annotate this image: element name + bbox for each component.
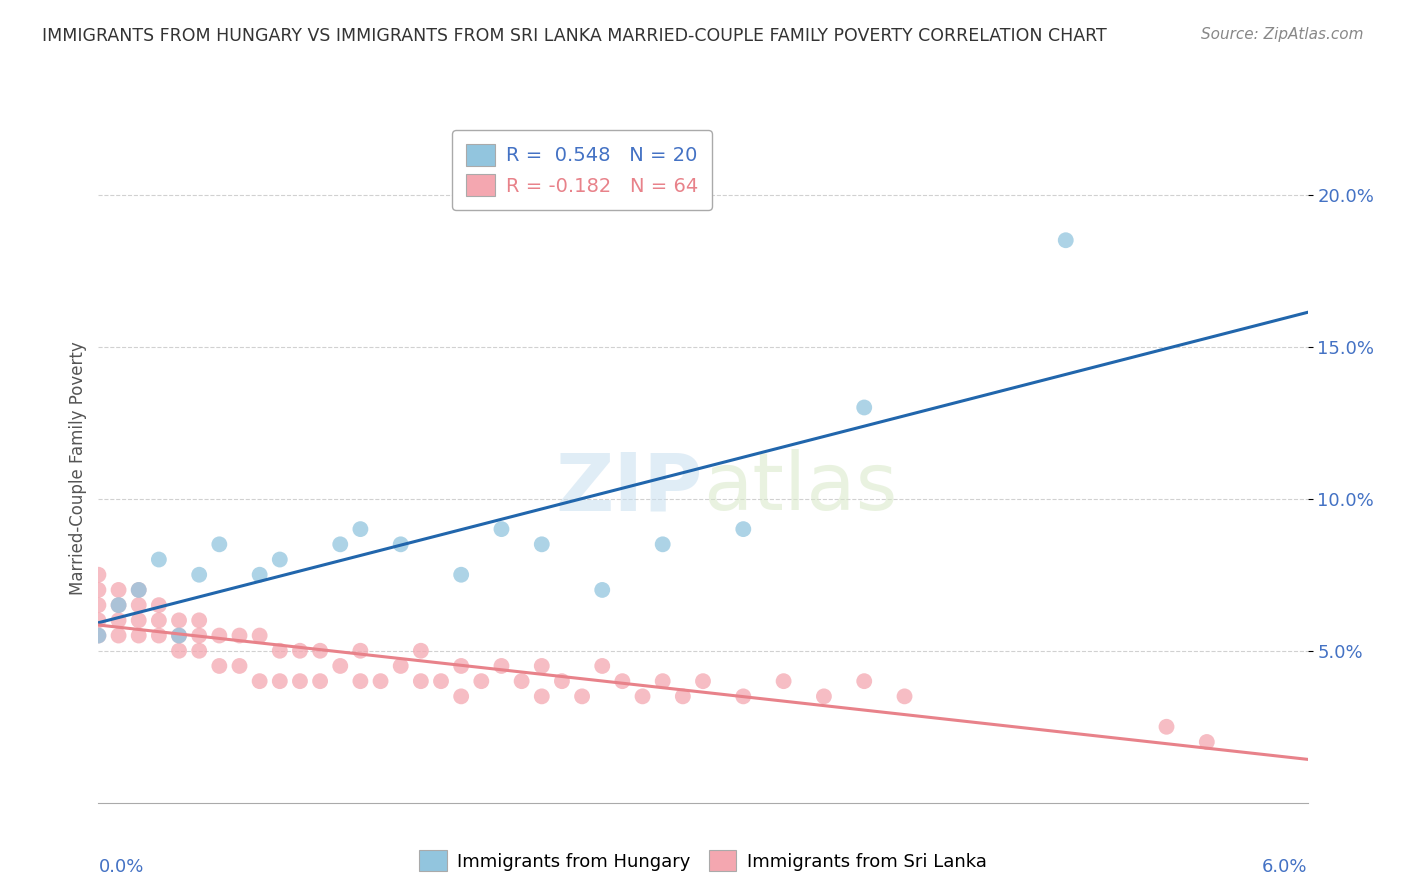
Point [733,690,755,704]
Point [188,567,211,582]
Point [288,644,311,658]
Point [651,674,673,689]
Point [612,674,634,689]
Point [188,628,211,642]
Point [249,628,271,642]
Point [128,582,150,597]
Point [692,674,714,689]
Point [269,644,291,658]
Point [128,582,150,597]
Point [491,522,513,536]
Point [651,537,673,551]
Point [1156,720,1178,734]
Point [853,401,876,415]
Point [591,659,613,673]
Point [370,674,392,689]
Point [1054,233,1077,247]
Point [188,613,211,627]
Point [167,613,190,627]
Point [87,613,110,627]
Point [530,659,553,673]
Point [389,537,412,551]
Point [87,628,110,642]
Point [188,644,211,658]
Point [571,690,593,704]
Text: 6.0%: 6.0% [1263,857,1308,876]
Point [208,628,231,642]
Point [269,674,291,689]
Point [107,598,129,612]
Point [772,674,794,689]
Point [228,659,250,673]
Text: Source: ZipAtlas.com: Source: ZipAtlas.com [1201,27,1364,42]
Point [249,567,271,582]
Point [288,674,311,689]
Point [853,674,876,689]
Point [631,690,654,704]
Y-axis label: Married-Couple Family Poverty: Married-Couple Family Poverty [69,342,87,595]
Point [672,690,695,704]
Point [107,582,129,597]
Point [430,674,453,689]
Point [409,644,432,658]
Point [470,674,492,689]
Point [107,628,129,642]
Legend: R =  0.548   N = 20, R = -0.182   N = 64: R = 0.548 N = 20, R = -0.182 N = 64 [451,130,713,210]
Point [87,582,110,597]
Point [1195,735,1218,749]
Point [228,628,250,642]
Point [128,598,150,612]
Legend: Immigrants from Hungary, Immigrants from Sri Lanka: Immigrants from Hungary, Immigrants from… [412,843,994,879]
Point [208,537,231,551]
Point [530,537,553,551]
Point [530,690,553,704]
Point [510,674,533,689]
Text: IMMIGRANTS FROM HUNGARY VS IMMIGRANTS FROM SRI LANKA MARRIED-COUPLE FAMILY POVER: IMMIGRANTS FROM HUNGARY VS IMMIGRANTS FR… [42,27,1107,45]
Point [450,567,472,582]
Point [450,659,472,673]
Point [893,690,915,704]
Text: ZIP: ZIP [555,450,703,527]
Text: atlas: atlas [703,450,897,527]
Point [309,644,332,658]
Point [148,552,170,566]
Point [813,690,835,704]
Point [148,628,170,642]
Point [349,522,371,536]
Point [107,613,129,627]
Point [329,659,352,673]
Point [591,582,613,597]
Point [128,613,150,627]
Point [349,674,371,689]
Point [491,659,513,673]
Point [450,690,472,704]
Point [389,659,412,673]
Point [167,628,190,642]
Point [148,598,170,612]
Point [409,674,432,689]
Point [107,598,129,612]
Point [208,659,231,673]
Point [167,644,190,658]
Point [349,644,371,658]
Point [249,674,271,689]
Point [733,522,755,536]
Point [87,598,110,612]
Text: 0.0%: 0.0% [98,857,143,876]
Point [551,674,574,689]
Point [87,567,110,582]
Point [167,628,190,642]
Point [148,613,170,627]
Point [269,552,291,566]
Point [309,674,332,689]
Point [87,628,110,642]
Point [329,537,352,551]
Point [128,628,150,642]
